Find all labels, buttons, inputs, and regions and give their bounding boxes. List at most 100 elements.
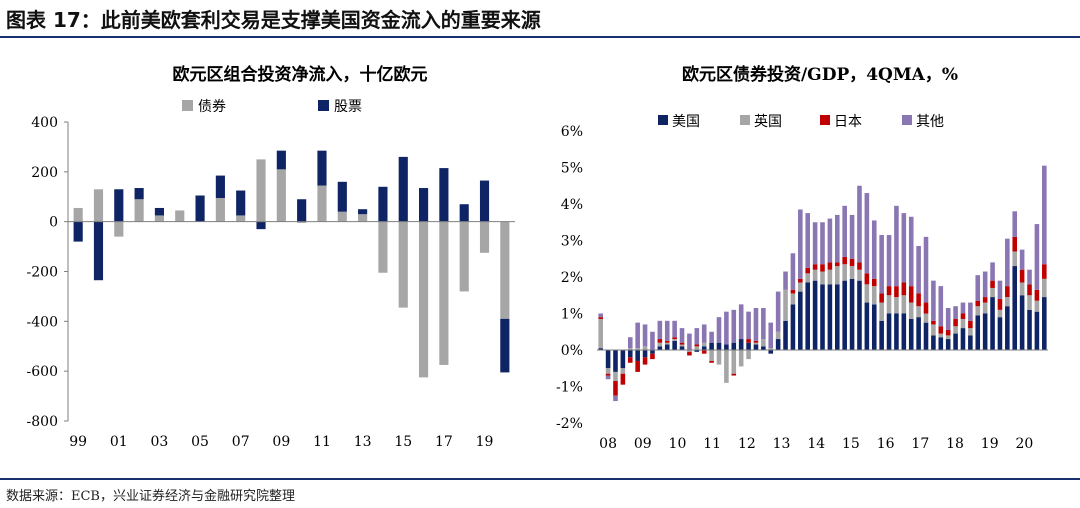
left-bar-equity <box>256 221 266 230</box>
right-bar-uk <box>716 350 722 365</box>
right-bar-us <box>746 342 751 350</box>
right-bar-uk <box>960 318 966 329</box>
right-bar-uk <box>945 335 951 340</box>
left-legend-label-equity: 股票 <box>334 99 362 115</box>
right-bar-us <box>761 346 766 350</box>
right-bar-jp <box>657 339 663 343</box>
right-bar-other <box>768 322 774 349</box>
right-bar-uk <box>820 271 825 285</box>
right-bar-uk <box>761 339 766 347</box>
right-bar-us <box>642 350 648 358</box>
right-bar-us <box>834 284 840 350</box>
right-bar-uk <box>805 273 811 283</box>
left-bar-equity <box>459 204 469 222</box>
right-bar-uk <box>694 346 700 350</box>
right-bar-us <box>968 335 973 350</box>
right-bar-us <box>960 328 966 350</box>
left-bar-bond <box>297 221 307 223</box>
right-bar-other <box>968 302 973 321</box>
right-bar-other <box>864 193 870 274</box>
left-plot-area: 400 200 0 -200 -400 -600 -800 99 01 03 05 07 09 11 13 1… <box>27 115 515 450</box>
left-bar-bond <box>114 221 124 237</box>
left-bar-bond <box>236 215 246 222</box>
right-bar-us <box>931 335 936 350</box>
left-chart-title: 欧元区组合投资净流入，十亿欧元 <box>173 64 428 85</box>
right-x-tick-label: 14 <box>807 436 825 452</box>
right-y-tick-label: -2% <box>556 416 583 432</box>
right-bar-uk <box>894 297 899 314</box>
right-bar-us <box>650 350 655 354</box>
right-bar-jp <box>598 317 603 319</box>
right-bar-us <box>627 350 633 358</box>
right-bar-uk <box>679 344 685 347</box>
right-bar-jp <box>746 339 751 343</box>
left-y-tick-label: 200 <box>31 165 58 181</box>
right-bar-uk <box>864 284 870 303</box>
right-bar-jp <box>990 280 995 288</box>
left-bar-bond <box>459 221 469 292</box>
right-bar-us <box>731 342 737 350</box>
right-bar-jp <box>753 340 759 343</box>
right-bar-other <box>753 308 759 341</box>
right-bar-uk <box>783 289 788 321</box>
right-bar-us <box>716 342 722 350</box>
left-bar-bond <box>154 215 165 222</box>
source-rule <box>0 478 1080 480</box>
right-bar-uk <box>798 282 803 292</box>
right-bar-other <box>931 280 936 321</box>
left-y-tick-label: 0 <box>49 215 58 231</box>
right-legend: 美国 英国 日本 其他 <box>658 113 944 130</box>
right-bar-other <box>672 320 677 338</box>
right-bar-uk <box>738 350 744 367</box>
right-x-tick-label: 15 <box>842 436 860 452</box>
right-bar-other <box>1019 249 1025 270</box>
right-bar-us <box>775 339 781 350</box>
left-legend-swatch-bond <box>182 100 193 111</box>
right-bar-us <box>635 350 640 361</box>
right-bar-jp <box>982 297 988 303</box>
left-bar-equity <box>358 209 368 215</box>
right-bar-us <box>694 350 700 352</box>
right-bar-jp <box>812 264 818 270</box>
right-bar-jp <box>916 293 921 307</box>
right-bar-uk <box>753 342 759 345</box>
title-rule <box>0 36 1080 38</box>
right-y-tick-label: 4% <box>561 197 583 213</box>
right-bar-us <box>790 304 796 350</box>
right-bar-other <box>916 245 921 294</box>
right-bar-other <box>783 271 788 290</box>
left-bar-equity <box>134 188 144 200</box>
right-bar-other <box>613 395 618 402</box>
right-bar-jp <box>1027 284 1032 296</box>
right-bar-jp <box>938 326 944 334</box>
right-bar-other <box>982 271 988 298</box>
right-bar-uk <box>931 324 936 336</box>
right-bar-other <box>842 205 847 257</box>
right-legend-label-uk: 英国 <box>754 113 782 130</box>
left-y-tick-label: -400 <box>27 314 58 330</box>
right-bar-us <box>738 339 744 350</box>
right-legend-swatch-uk <box>740 115 750 125</box>
right-bar-us <box>827 284 833 350</box>
right-bar-jp <box>864 273 870 285</box>
right-y-tick-label: 6% <box>561 124 583 140</box>
right-bar-us <box>812 280 818 350</box>
right-bar-other <box>657 320 663 340</box>
right-bar-jp <box>613 381 618 396</box>
right-bar-jp <box>627 357 633 363</box>
right-y-tick-label: -1% <box>556 380 583 396</box>
right-bar-uk <box>916 306 921 318</box>
right-bar-jp <box>679 342 685 345</box>
right-bar-jp <box>842 256 847 265</box>
right-bar-uk <box>938 333 944 338</box>
right-bar-other <box>923 236 929 303</box>
right-bar-jp <box>805 267 811 274</box>
right-bar-uk <box>709 350 714 361</box>
right-bar-jp <box>827 262 833 270</box>
left-bar-bond <box>500 221 510 319</box>
right-bar-jp <box>709 360 714 363</box>
right-bar-jp <box>894 286 899 298</box>
right-bar-uk <box>635 348 640 350</box>
left-bar-bond <box>479 221 490 253</box>
right-bar-us <box>620 350 626 369</box>
